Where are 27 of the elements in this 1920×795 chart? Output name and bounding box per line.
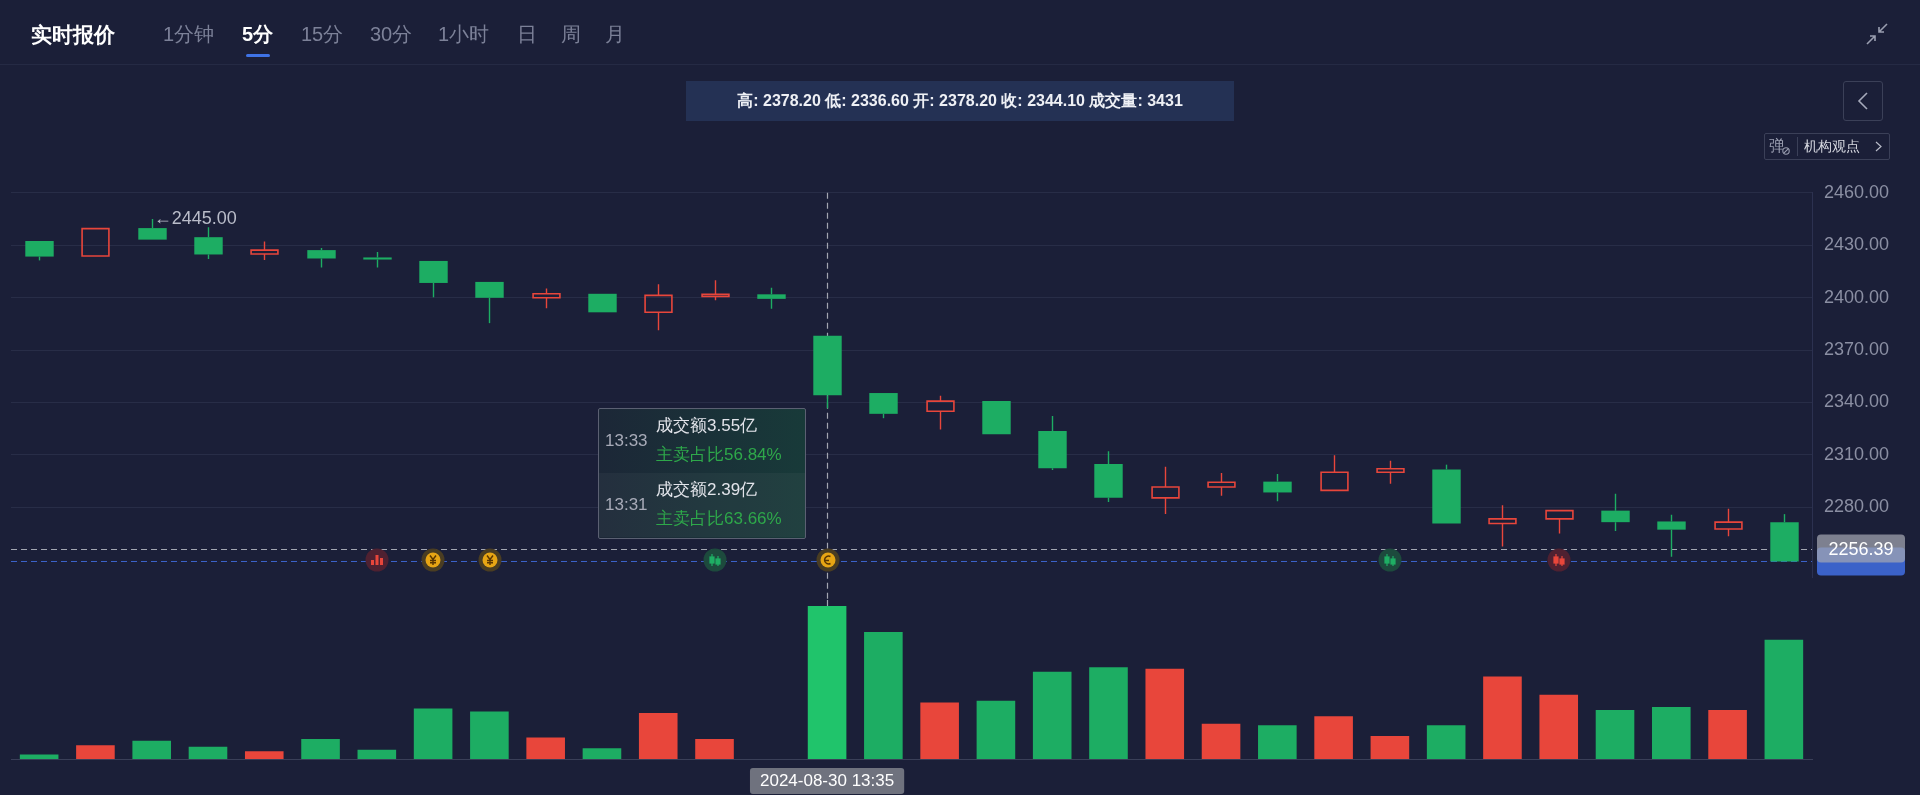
text: 15分 xyxy=(301,22,344,46)
text: 1小时 xyxy=(438,22,490,46)
y-tick-label: 2310.00 xyxy=(1824,443,1890,464)
annotation: 主卖占比56.84% xyxy=(656,444,782,466)
y-tick-label: 2400.00 xyxy=(1824,286,1890,307)
tag-button: 弹 机构观点 xyxy=(1764,133,1890,160)
text: 5分 xyxy=(242,22,274,46)
text: 月 xyxy=(605,22,625,46)
text: 周 xyxy=(561,22,581,46)
annotation: 13:33 xyxy=(605,430,648,452)
text: 2024-08-30 13:35 xyxy=(759,771,895,791)
ref-line-label: 2256.39 xyxy=(1828,538,1894,559)
price-info-bar: 高: 2378.20 低: 2336.60 开: 2378.20 收: 2344.10 成交量: 3431 xyxy=(686,81,1234,121)
annotation: 成交额3.55亿 xyxy=(656,415,758,437)
annotation: 主卖占比63.66% xyxy=(656,508,782,530)
y-tick-label: 2460.00 xyxy=(1824,181,1890,202)
chart-title: 实时报价 xyxy=(31,22,115,47)
text: 1分钟 xyxy=(163,22,215,46)
annotation: 成交额2.39亿 xyxy=(656,479,758,501)
annotation: ←2445.00 xyxy=(153,207,237,228)
text: 30分 xyxy=(370,22,413,46)
y-tick-label: 2340.00 xyxy=(1824,391,1890,412)
y-tick-label: 2280.00 xyxy=(1824,496,1890,517)
text: 日 xyxy=(517,22,537,46)
y-tick-label: 2430.00 xyxy=(1824,234,1890,255)
y-tick-label: 2370.00 xyxy=(1824,339,1890,360)
annotation: 13:31 xyxy=(605,494,648,516)
